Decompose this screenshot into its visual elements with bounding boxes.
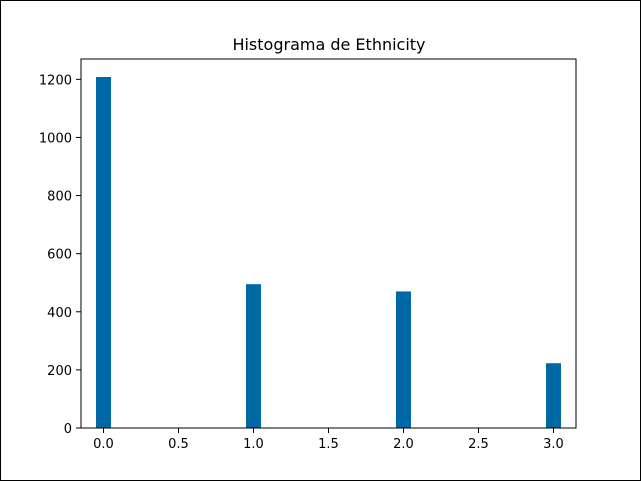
x-axis: 0.0 0.5 1.0 1.5 2.0 2.5 3.0 [93,428,564,452]
y-tick-label: 800 [47,190,72,205]
x-tick-label: 2.5 [468,437,489,452]
y-tick-label: 200 [47,364,72,379]
x-tick-label: 1.0 [243,437,264,452]
plot-frame [80,58,577,429]
histogram-bar-0 [96,77,111,428]
histogram-bar-2 [396,291,411,428]
y-tick-label: 1000 [39,131,72,146]
x-tick-label: 0.0 [93,437,114,452]
axes-layer [80,58,577,429]
x-tick-label: 0.5 [168,437,189,452]
bars-layer [96,77,561,428]
y-tick-label: 400 [47,306,72,321]
y-tick-label: 600 [47,248,72,263]
x-tick-label: 2.0 [393,437,414,452]
y-axis: 0 200 400 600 800 1000 1200 [39,73,81,437]
chart-title: Histograma de Ethnicity [232,35,425,54]
x-tick-label: 3.0 [543,437,564,452]
histogram-bar-3 [546,363,561,428]
histogram-bar-1 [246,284,261,428]
x-tick-label: 1.5 [318,437,339,452]
y-tick-label: 0 [64,422,72,437]
y-tick-label: 1200 [39,73,72,88]
